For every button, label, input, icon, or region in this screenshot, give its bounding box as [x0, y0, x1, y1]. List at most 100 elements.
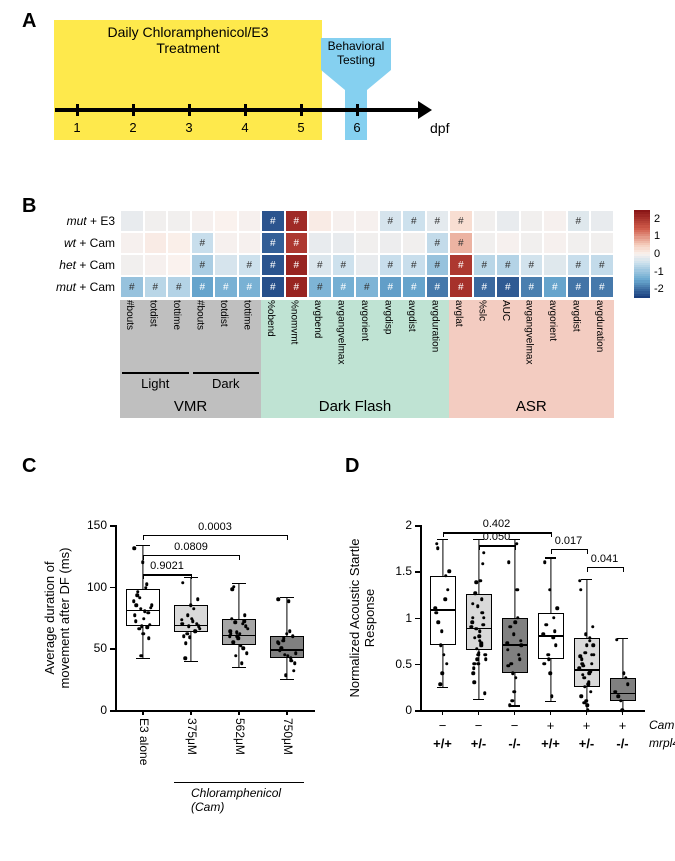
- data-point: [483, 653, 487, 657]
- data-point: [510, 662, 514, 666]
- box-whisker-cap: [545, 701, 555, 702]
- data-point: [519, 639, 523, 643]
- y-tick: [415, 525, 420, 527]
- data-point: [234, 654, 238, 658]
- timeline-tick-label: 6: [353, 120, 360, 135]
- data-point: [440, 671, 444, 675]
- colorbar-tick: -2: [654, 283, 664, 295]
- data-point: [483, 692, 487, 696]
- panel-b-heatmap: mut + E3wt + Camhet + Cammut + Cam######…: [30, 200, 650, 430]
- heatmap-cell: [473, 210, 497, 232]
- data-point: [552, 636, 556, 640]
- testing-label: BehavioralTesting: [321, 39, 391, 67]
- timeline-tick-label: 2: [129, 120, 136, 135]
- data-point: [517, 653, 521, 657]
- box-whisker-cap: [437, 687, 447, 688]
- data-point: [482, 551, 486, 555]
- x-tick: [286, 710, 288, 715]
- y-axis-title: Average duration ofmovement after DF (ms…: [42, 518, 72, 718]
- data-point: [190, 617, 194, 621]
- y-tick: [110, 648, 115, 650]
- data-point: [512, 690, 516, 694]
- y-tick: [415, 710, 420, 712]
- data-point: [184, 642, 188, 646]
- box-whisker-cap: [184, 661, 198, 662]
- box-whisker-cap: [509, 539, 519, 540]
- box-whisker: [586, 579, 587, 638]
- x-tick: [514, 710, 516, 715]
- heatmap-cell: #: [449, 276, 473, 298]
- box-whisker-cap: [545, 557, 555, 558]
- heatmap-cell: [379, 232, 403, 254]
- y-tick-label: 1: [380, 611, 412, 625]
- box-whisker-cap: [280, 597, 294, 598]
- data-point: [291, 634, 295, 638]
- genotype-row-label: mrpl40: [649, 736, 675, 750]
- data-point: [137, 627, 141, 631]
- heatmap-cell: [543, 210, 567, 232]
- heatmap-col-label: %slc: [477, 300, 488, 321]
- y-axis-title: Normalized Acoustic Startle Response: [347, 518, 377, 718]
- panel-label-c: C: [22, 455, 36, 478]
- heatmap-row-label: mut + Cam: [30, 280, 115, 294]
- heatmap-group-label: VMR: [120, 398, 261, 415]
- timeline-tick: [132, 104, 135, 116]
- box-whisker: [550, 557, 551, 613]
- heatmap-cell: [144, 210, 168, 232]
- heatmap-cell: #: [191, 254, 215, 276]
- heatmap-col-label: tottime: [171, 300, 182, 330]
- heatmap-cell: [214, 210, 238, 232]
- y-axis: [115, 525, 117, 710]
- data-point: [475, 627, 479, 631]
- data-point: [482, 623, 486, 627]
- box-whisker-cap: [136, 545, 150, 546]
- data-point: [144, 586, 148, 590]
- heatmap-cell: #: [473, 276, 497, 298]
- heatmap-cell: #: [590, 276, 614, 298]
- data-point: [436, 546, 440, 550]
- timeline-tick: [300, 104, 303, 116]
- data-point: [135, 594, 139, 598]
- heatmap-cell: #: [520, 276, 544, 298]
- heatmap-cell: #: [402, 276, 426, 298]
- data-point: [446, 588, 450, 592]
- heatmap-cell: [496, 232, 520, 254]
- x-tick: [622, 710, 624, 715]
- box-whisker: [142, 545, 143, 589]
- data-point: [514, 676, 518, 680]
- heatmap-col-label: avgduration: [430, 300, 441, 352]
- x-category-label: 375μM: [185, 718, 199, 755]
- x-category-label: 562μM: [233, 718, 247, 755]
- sig-bracket: [587, 567, 623, 568]
- heatmap-cell: #: [496, 276, 520, 298]
- heatmap-group-label: Dark Flash: [261, 398, 449, 415]
- heatmap-col-label: avgdisp: [383, 300, 394, 334]
- data-point: [438, 682, 442, 686]
- heatmap-cell: #: [567, 210, 591, 232]
- y-tick: [415, 571, 420, 573]
- data-point: [473, 662, 477, 666]
- sig-bracket-tick: [515, 545, 516, 550]
- timeline-tick-label: 1: [73, 120, 80, 135]
- x-axis: [420, 710, 645, 712]
- heatmap-cell: #: [238, 254, 262, 276]
- genotype-label: +/+: [433, 736, 452, 751]
- heatmap-cell: #: [261, 232, 285, 254]
- genotype-label: +/-: [471, 736, 487, 751]
- data-point: [472, 667, 476, 671]
- data-point: [580, 694, 584, 698]
- timeline-tick: [244, 104, 247, 116]
- x-tick: [550, 710, 552, 715]
- heatmap-cell: [590, 210, 614, 232]
- heatmap-cell: [167, 210, 191, 232]
- heatmap-cell: [355, 254, 379, 276]
- sig-bracket: [479, 545, 515, 546]
- sig-bracket-tick: [143, 574, 144, 579]
- data-point: [615, 638, 619, 642]
- data-point: [180, 622, 184, 626]
- data-point: [228, 629, 232, 633]
- data-point: [581, 673, 585, 677]
- data-point: [512, 632, 516, 636]
- data-point: [437, 620, 441, 624]
- heatmap-colorbar: 210-1-2: [634, 210, 650, 298]
